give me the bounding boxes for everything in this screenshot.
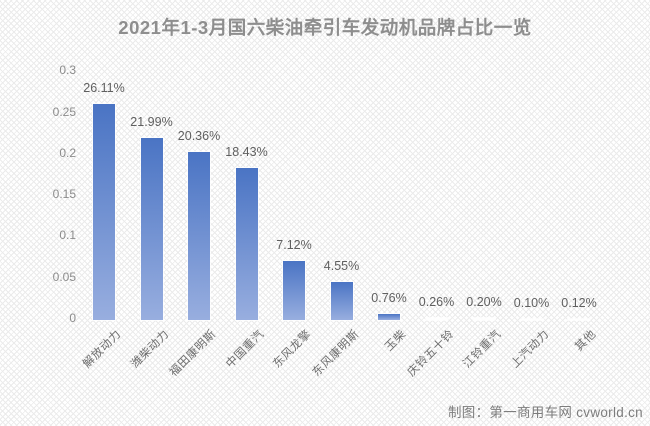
bar: [140, 138, 163, 320]
bar: [568, 319, 590, 320]
x-axis-label: 东风龙擎: [271, 328, 314, 371]
x-axis-label: 东风康明斯: [310, 328, 362, 380]
y-axis-tick: 0.3: [59, 63, 76, 78]
y-axis-tick: 0: [69, 311, 76, 325]
credit-text: 制图：第一商用车网 cvworld.cn: [447, 405, 643, 420]
bar-value-label: 0.26%: [418, 295, 455, 309]
x-axis-label: 庆铃五十铃: [405, 328, 457, 380]
bar-value-label: 21.99%: [130, 115, 173, 129]
bar: [378, 314, 400, 320]
bar: [425, 318, 448, 320]
x-axis-label: 上汽动力: [508, 328, 552, 371]
y-axis-tick: 0.2: [59, 145, 76, 160]
bar: [283, 261, 305, 320]
bar-value-label: 0.76%: [371, 291, 407, 305]
x-axis-label: 中国重汽: [223, 328, 267, 371]
bar: [473, 318, 495, 320]
y-axis-tick: 0.1: [59, 228, 76, 243]
bar: [188, 152, 210, 320]
bar-value-label: 7.12%: [276, 238, 312, 252]
x-axis-label: 福田康明斯: [167, 328, 219, 380]
y-axis-tick: 0.05: [52, 269, 76, 284]
bar-value-label: 20.36%: [177, 129, 221, 143]
bar: [235, 168, 258, 320]
x-axis-label: 其他: [573, 328, 599, 354]
bar-value-label: 26.11%: [83, 81, 125, 95]
bar: [520, 319, 543, 320]
bar-value-label: 0.10%: [513, 296, 550, 310]
bar-value-label: 0.20%: [466, 295, 502, 309]
chart-title: 2021年1-3月国六柴油牵引车发动机品牌占比一览: [118, 17, 532, 38]
bar-value-label: 4.55%: [323, 259, 360, 273]
x-axis-label: 解放动力: [81, 328, 124, 371]
x-axis-label: 潍柴动力: [128, 328, 172, 371]
bar-value-label: 18.43%: [225, 145, 268, 159]
y-axis-tick: 0.25: [52, 104, 76, 119]
bar: [330, 282, 353, 320]
bar: [93, 104, 115, 320]
x-axis-label: 江铃重汽: [461, 328, 504, 371]
y-axis-tick: 0.15: [52, 187, 76, 202]
bar-value-label: 0.12%: [561, 296, 597, 310]
x-axis-label: 玉柴: [383, 328, 409, 354]
